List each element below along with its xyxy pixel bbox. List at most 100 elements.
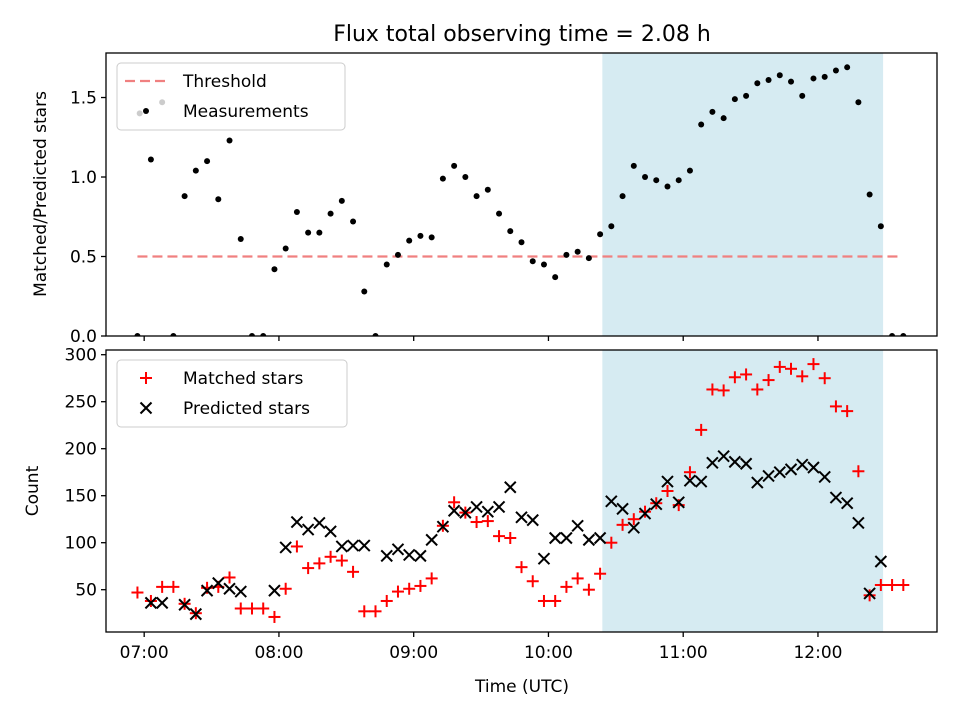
measurement-point bbox=[709, 108, 716, 115]
matched-star-point bbox=[234, 602, 247, 615]
series-measurements bbox=[134, 64, 907, 336]
predicted-star-point bbox=[638, 507, 652, 520]
measurement-point bbox=[394, 251, 401, 258]
predicted-star-point bbox=[402, 548, 416, 562]
predicted-mark-b bbox=[391, 543, 405, 556]
bottom-axes-frame bbox=[105, 349, 938, 633]
matched-star-point bbox=[728, 371, 741, 384]
matched-star-point bbox=[493, 530, 506, 543]
measurement-point bbox=[439, 175, 446, 182]
x-tick-label: 08:00 bbox=[254, 643, 303, 663]
predicted-star-point bbox=[155, 596, 169, 610]
predicted-star-point bbox=[380, 549, 393, 563]
matched-star-point bbox=[773, 360, 786, 373]
measurement-point bbox=[496, 210, 503, 217]
predicted-mark-b bbox=[582, 533, 596, 547]
matched-star-point bbox=[515, 561, 528, 574]
matched-star-point bbox=[279, 582, 292, 595]
measurement-point bbox=[597, 231, 604, 238]
predicted-mark-b bbox=[492, 500, 506, 514]
predicted-mark-b bbox=[728, 455, 742, 469]
measurement-point bbox=[844, 64, 851, 71]
predicted-mark-b bbox=[155, 596, 169, 610]
measurement-point bbox=[204, 158, 211, 165]
predicted-mark-b bbox=[560, 531, 573, 545]
x-tick-label: 10:00 bbox=[524, 643, 573, 663]
predicted-mark-b bbox=[436, 520, 450, 533]
matched-star-point bbox=[257, 602, 270, 615]
legend-entry-label: Predicted stars bbox=[183, 399, 310, 419]
predicted-star-point bbox=[290, 515, 304, 529]
predicted-star-point bbox=[425, 533, 438, 547]
measurement-point bbox=[799, 92, 806, 99]
predicted-star-point bbox=[436, 520, 450, 533]
predicted-star-point bbox=[447, 504, 461, 517]
predicted-star-point bbox=[829, 491, 843, 504]
predicted-mark-b bbox=[751, 476, 764, 489]
x-axis-label: Time (UTC) bbox=[474, 677, 569, 697]
measurement-point bbox=[675, 177, 682, 184]
predicted-star-point bbox=[762, 469, 775, 483]
top-y-tick-label: 0.5 bbox=[70, 248, 97, 268]
matched-star-point bbox=[268, 610, 281, 623]
predicted-star-point bbox=[874, 555, 888, 568]
matched-star-point bbox=[369, 605, 382, 618]
predicted-star-point bbox=[807, 461, 820, 474]
predicted-mark-b bbox=[593, 531, 607, 545]
predicted-star-point bbox=[189, 607, 203, 621]
predicted-mark-b bbox=[515, 511, 528, 524]
matched-star-point bbox=[762, 374, 775, 387]
predicted-star-point bbox=[358, 539, 371, 552]
bottom-panel: Count 50 100 150 200 250 300 07:00 08:00 09:00 10… bbox=[23, 346, 938, 663]
predicted-star-point bbox=[470, 500, 483, 514]
predicted-mark-b bbox=[212, 576, 225, 590]
predicted-mark-b bbox=[414, 549, 427, 563]
legend-predicted-swatch bbox=[139, 401, 153, 415]
matched-star-point bbox=[448, 496, 461, 509]
top-y-tick-label: 0.0 bbox=[70, 327, 97, 347]
matched-star-point bbox=[481, 515, 494, 528]
measurement-point bbox=[237, 236, 244, 243]
predicted-star-point bbox=[391, 543, 405, 556]
bottom-highlight-span bbox=[602, 350, 884, 632]
predicted-star-point bbox=[616, 502, 629, 516]
measurement-point bbox=[338, 197, 345, 204]
predicted-mark-b bbox=[268, 584, 281, 597]
predicted-mark-b bbox=[773, 465, 786, 479]
matched-star-point bbox=[874, 579, 887, 591]
predicted-star-point bbox=[560, 531, 573, 545]
predicted-mark-b bbox=[863, 587, 876, 600]
predicted-mark-b bbox=[650, 497, 663, 511]
measurement-point bbox=[866, 191, 873, 198]
measurement-point bbox=[518, 239, 525, 246]
predicted-mark-b bbox=[313, 516, 326, 530]
top-legend-box bbox=[116, 62, 346, 131]
matched-star-point bbox=[683, 466, 696, 479]
measurement-point bbox=[889, 333, 896, 336]
top-axes-frame bbox=[105, 52, 938, 337]
matched-star-point bbox=[886, 579, 899, 591]
matched-star-point bbox=[627, 513, 640, 526]
predicted-mark-b bbox=[447, 504, 461, 517]
bottom-y-tick-label: 250 bbox=[65, 393, 97, 413]
predicted-star-point bbox=[346, 539, 360, 552]
predicted-mark-b bbox=[638, 507, 652, 520]
predicted-star-point bbox=[571, 519, 584, 532]
x-tick-label: 07:00 bbox=[120, 643, 169, 663]
bottom-legend: Matched stars Predicted stars bbox=[116, 359, 348, 428]
measurement-point bbox=[271, 266, 278, 273]
predicted-star-point bbox=[200, 584, 214, 597]
measurement-point bbox=[877, 223, 884, 230]
measurement-point bbox=[563, 251, 570, 258]
bottom-plot-area bbox=[131, 350, 910, 632]
measurement-point bbox=[810, 75, 817, 82]
measurement-point bbox=[619, 193, 626, 200]
legend-matched-swatch bbox=[140, 372, 152, 384]
predicted-star-point bbox=[605, 495, 618, 508]
measurement-point bbox=[372, 333, 379, 336]
predicted-star-point bbox=[650, 497, 663, 511]
predicted-star-point bbox=[301, 523, 315, 536]
predicted-star-point bbox=[694, 475, 708, 488]
measurement-point bbox=[574, 248, 581, 255]
matched-star-point bbox=[380, 594, 393, 607]
